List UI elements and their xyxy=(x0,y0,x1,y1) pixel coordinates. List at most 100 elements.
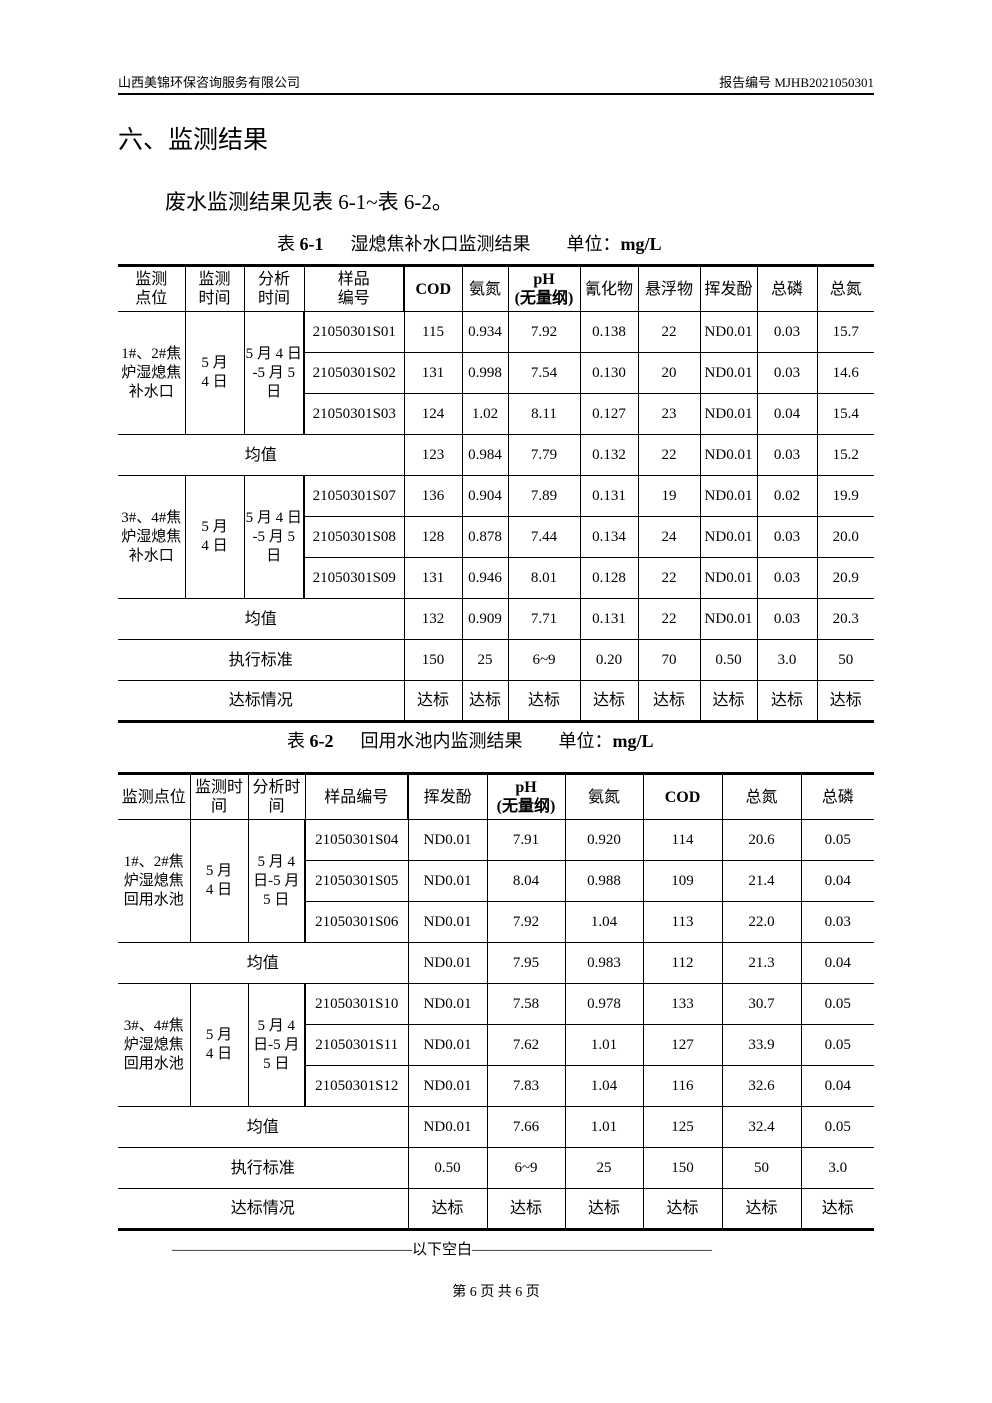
standard-row-value: 6~9 xyxy=(507,639,581,681)
mean-value: 15.2 xyxy=(816,434,874,476)
standard-row-label: 执行标准 xyxy=(118,1147,409,1189)
sample-id-cell: 21050301S12 xyxy=(305,1065,409,1107)
mean-value: 132 xyxy=(403,598,463,640)
mean-label: 均值 xyxy=(118,598,405,640)
value-cell: 0.05 xyxy=(800,1024,874,1066)
value-cell: ND0.01 xyxy=(407,901,488,943)
value-cell: 24 xyxy=(637,516,701,558)
unit: mg/L xyxy=(612,731,654,751)
value-cell: 0.05 xyxy=(800,983,874,1025)
mean-label: 均值 xyxy=(118,434,405,476)
column-header: 总氮 xyxy=(816,265,874,312)
column-header: 分析时 间 xyxy=(247,773,306,820)
sample-id-cell: 21050301S10 xyxy=(304,983,409,1025)
compliance-row-value: 达标 xyxy=(486,1188,566,1230)
value-cell: 22 xyxy=(637,557,701,599)
sample-id-cell: 21050301S07 xyxy=(303,475,405,517)
mean-value: ND0.01 xyxy=(407,942,488,984)
column-header: 样品 编号 xyxy=(303,265,405,312)
value-cell: 7.54 xyxy=(507,352,581,394)
value-cell: 7.91 xyxy=(486,819,566,861)
table-row: 21050301S12 ND0.01 7.83 1.04 116 32.6 0.04 xyxy=(118,1065,874,1107)
sample-id-cell: 21050301S08 xyxy=(304,516,405,558)
value-cell: 0.127 xyxy=(579,393,639,435)
value-cell: 23 xyxy=(637,393,701,435)
table-row: 21050301S05 ND0.01 8.04 0.988 109 21.4 0.04 xyxy=(118,860,874,902)
compliance-row: 达标情况 达标 达标 达标 达标 达标 达标 xyxy=(118,1188,874,1230)
value-cell: ND0.01 xyxy=(699,557,758,599)
standard-row-value: 150 xyxy=(403,639,463,681)
mean-value: 21.3 xyxy=(721,942,802,984)
compliance-row-value: 达标 xyxy=(699,680,758,722)
value-cell: 20.9 xyxy=(816,557,874,599)
unit-label: 单位： xyxy=(566,234,621,254)
column-header: 监测 点位 xyxy=(118,265,186,312)
value-cell: 0.138 xyxy=(579,311,639,353)
value-cell: ND0.01 xyxy=(407,819,488,861)
mean-value: ND0.01 xyxy=(407,1106,488,1148)
value-cell: 8.01 xyxy=(507,557,581,599)
analysis-date-cell: 5 月 4 日 -5 月 5 日 xyxy=(243,475,305,599)
compliance-row-value: 达标 xyxy=(507,680,581,722)
column-header: pH (无量纲) xyxy=(486,773,566,820)
value-cell: 20.6 xyxy=(721,819,802,861)
table-row: 21050301S09 131 0.946 8.01 0.128 22 ND0.01 0.03… xyxy=(118,557,874,599)
mean-label: 均值 xyxy=(118,942,409,984)
standard-row-value: 3.0 xyxy=(800,1147,874,1189)
date-cell: 5 月 4 日 xyxy=(184,475,245,599)
mean-value: 0.984 xyxy=(461,434,509,476)
mean-label: 均值 xyxy=(118,1106,409,1148)
value-cell: 136 xyxy=(403,475,463,517)
value-cell: 0.934 xyxy=(461,311,509,353)
column-header: 总磷 xyxy=(800,773,874,820)
date-cell: 5 月 4 日 xyxy=(184,311,245,435)
standard-row: 执行标准 150 25 6~9 0.20 70 0.50 3.0 50 xyxy=(118,639,874,681)
caption-prefix: 表 xyxy=(277,234,300,254)
mean-value: 32.4 xyxy=(721,1106,802,1148)
site-cell: 3#、4#焦炉湿熄焦补水口 xyxy=(118,475,186,599)
column-header: 总磷 xyxy=(756,265,818,312)
mean-value: 0.05 xyxy=(800,1106,874,1148)
value-cell: 116 xyxy=(642,1065,723,1107)
value-cell: ND0.01 xyxy=(699,475,758,517)
column-header: 挥发酚 xyxy=(407,773,488,820)
table2-caption: 表 6-2 回用水池内监测结果 单位：mg/L xyxy=(287,727,654,753)
value-cell: 32.6 xyxy=(721,1065,802,1107)
sample-id-cell: 21050301S05 xyxy=(305,860,409,902)
value-cell: 133 xyxy=(642,983,723,1025)
mean-value: 123 xyxy=(403,434,463,476)
value-cell: 7.58 xyxy=(486,983,566,1025)
date-cell: 5 月 4 日 xyxy=(189,819,249,943)
mean-row: 均值 ND0.01 7.66 1.01 125 32.4 0.05 xyxy=(118,1106,874,1148)
sample-id-cell: 21050301S04 xyxy=(304,819,409,861)
value-cell: 1.04 xyxy=(564,1065,644,1107)
value-cell: 7.83 xyxy=(486,1065,566,1107)
value-cell: 19 xyxy=(637,475,701,517)
value-cell: ND0.01 xyxy=(699,516,758,558)
table-row: 21050301S11 ND0.01 7.62 1.01 127 33.9 0.05 xyxy=(118,1024,874,1066)
value-cell: 115 xyxy=(403,311,463,353)
standard-row-value: 70 xyxy=(637,639,701,681)
value-cell: ND0.01 xyxy=(407,860,488,902)
page-footer: 第 6 页 共 6 页 xyxy=(452,1285,540,1300)
value-cell: 19.9 xyxy=(816,475,874,517)
standard-row-value: 6~9 xyxy=(486,1147,566,1189)
header-divider xyxy=(118,93,874,95)
analysis-date-cell: 5 月 4 日-5 月 5 日 xyxy=(247,819,306,943)
value-cell: ND0.01 xyxy=(407,983,488,1025)
value-cell: 22.0 xyxy=(721,901,802,943)
unit: mg/L xyxy=(620,234,662,254)
sample-id-cell: 21050301S03 xyxy=(304,393,405,435)
value-cell: 124 xyxy=(403,393,463,435)
mean-value: 1.01 xyxy=(564,1106,644,1148)
mean-value: ND0.01 xyxy=(699,434,758,476)
standard-row-value: 25 xyxy=(461,639,509,681)
compliance-row-value: 达标 xyxy=(642,1188,723,1230)
value-cell: 0.946 xyxy=(461,557,509,599)
mean-value: 7.66 xyxy=(486,1106,566,1148)
value-cell: ND0.01 xyxy=(407,1024,488,1066)
section-title: 六、监测结果 xyxy=(118,127,269,154)
standard-row-value: 150 xyxy=(642,1147,723,1189)
